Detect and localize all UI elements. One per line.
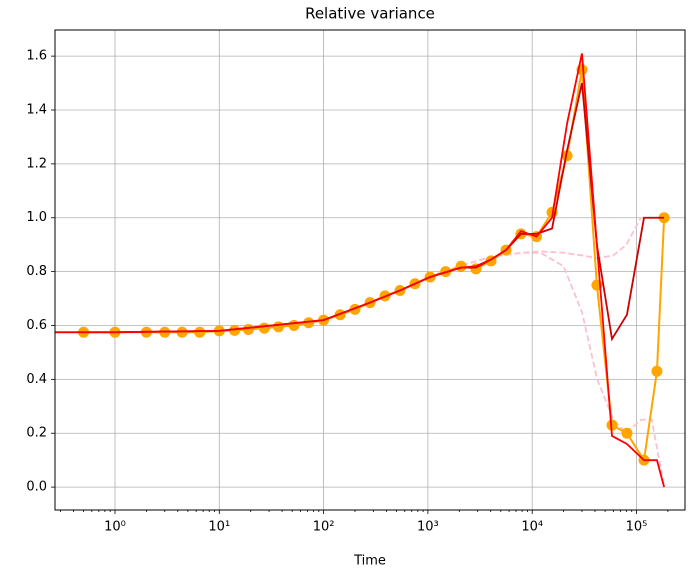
chart-title: Relative variance [305, 5, 435, 23]
y-tick-label: 1.6 [26, 49, 47, 64]
point [455, 260, 467, 272]
series-line [427, 216, 665, 278]
y-tick-label: 0.4 [26, 372, 47, 387]
x-tick-label: 10¹ [208, 520, 230, 535]
point [288, 319, 300, 331]
series-line [55, 53, 665, 488]
point [303, 317, 315, 329]
x-tick-label: 10³ [417, 520, 439, 535]
x-axis-label: Time [353, 554, 386, 569]
x-tick-label: 10⁰ [104, 520, 126, 535]
axes-frame [54, 29, 686, 511]
y-tick-label: 0.2 [26, 426, 47, 441]
point [273, 321, 285, 333]
x-tick-label: 10⁵ [626, 520, 648, 535]
series-line [427, 251, 666, 488]
series-line [55, 82, 665, 342]
x-tick-label: 10² [313, 520, 335, 535]
point [651, 365, 663, 377]
point [242, 324, 254, 336]
y-tick-label: 1.4 [26, 103, 47, 118]
point [621, 427, 633, 439]
point [561, 150, 573, 162]
y-tick-label: 1.0 [26, 210, 47, 225]
point [258, 322, 270, 334]
series-line [83, 69, 666, 463]
y-tick-label: 0.8 [26, 264, 47, 279]
x-tick-label: 10⁴ [521, 520, 543, 535]
point [229, 324, 241, 336]
point [194, 326, 206, 338]
y-tick-label: 1.2 [26, 156, 47, 171]
y-tick-label: 0.0 [26, 480, 47, 495]
y-tick-label: 0.6 [26, 318, 47, 333]
plot-area [55, 53, 670, 488]
